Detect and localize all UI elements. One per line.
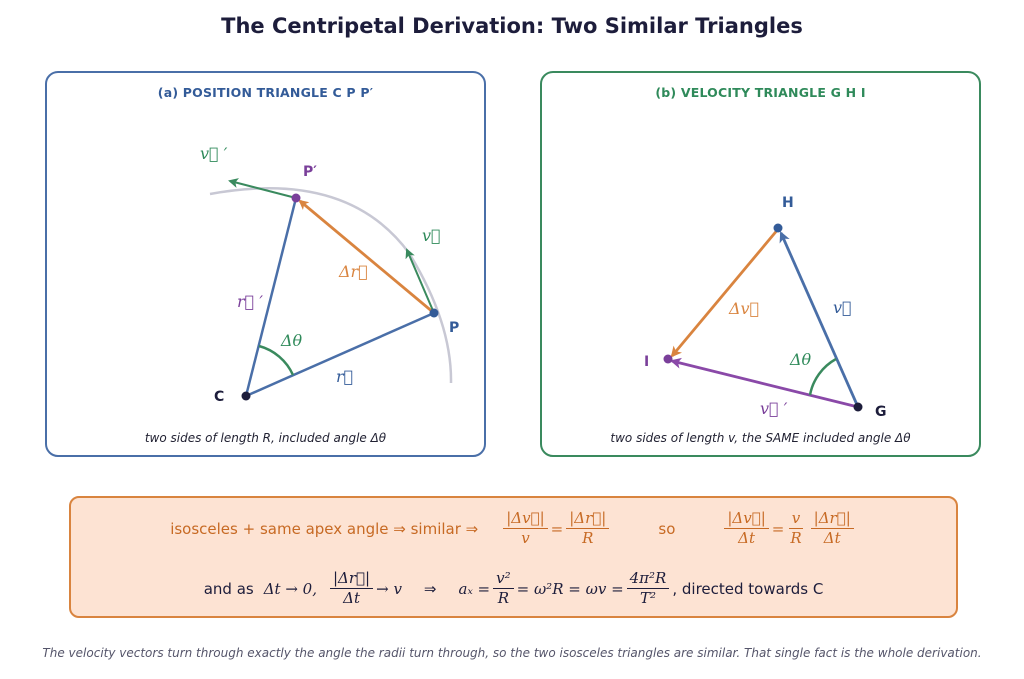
label-v: v⃗ [833,298,852,317]
and-as-text: and as [203,579,254,598]
label-delta-r: Δr⃗ [338,262,368,281]
summary-box: isosceles + same apex angle ⇒ similar ⇒ … [69,496,958,618]
point-p-prime [291,193,301,203]
label-p: P [449,320,459,336]
fraction-dv-over-v: |Δv⃗| v [503,510,548,547]
point-p [429,308,439,318]
ac-expression: aₓ = [458,579,491,598]
panel-b-caption: two sides of length v, the SAME included… [610,431,911,445]
velocity-v-vector [405,248,435,314]
summary-line-2: and as Δt → 0, |Δr⃗| Δt → v ⇒ aₓ = v² R … [71,570,956,607]
label-h: H [782,195,794,211]
position-triangle-diagram: C P P′ r⃗ r⃗ ′ Δr⃗ Δθ v⃗ v⃗ ′ [200,144,459,405]
label-v-prime: v⃗ ′ [200,144,228,163]
limit-expression: Δt → 0, [263,579,317,598]
label-delta-theta: Δθ [789,350,812,369]
fraction-dr-over-dt: |Δr⃗| Δt [810,510,854,547]
direction-text: , directed towards C [672,579,824,598]
label-c: C [214,389,224,405]
point-g [853,402,863,412]
label-r-prime: r⃗ ′ [237,292,263,311]
position-triangle-panel: (a) POSITION TRIANGLE C P P′ C P P′ r⃗ [45,71,486,457]
fraction-dv-over-dt: |Δv⃗| Δt [724,510,769,547]
label-r: r⃗ [336,367,353,386]
implies-sign: ⇒ [423,579,437,598]
label-v-prime: v⃗ ′ [760,399,788,418]
velocity-v-vector [779,231,860,408]
orbit-arc [209,187,453,384]
velocity-triangle-diagram: G H I v⃗ v⃗ ′ Δv⃗ Δθ [644,195,887,420]
summary-line-1: isosceles + same apex angle ⇒ similar ⇒ … [71,510,956,547]
panel-b-title: (b) VELOCITY TRIANGLE G H I [655,85,866,100]
fraction-limit: |Δr⃗| Δt [329,570,374,607]
fraction-period: 4π²R T² [626,570,670,607]
velocity-v-prime-vector [670,357,859,409]
so-word: so [658,519,676,538]
label-v: v⃗ [422,226,441,245]
label-g: G [875,404,887,420]
footer-note: The velocity vectors turn through exactl… [42,646,982,660]
panel-a-caption: two sides of length R, included angle Δθ [144,431,387,445]
angle-arc [808,357,837,396]
label-i: I [644,354,649,370]
equality-chain: = ω²R = ωv = [516,579,624,598]
equals-sign: = [550,519,564,538]
delta-r-vector [298,199,435,315]
delta-v-vector [670,227,781,358]
velocity-v-prime-vector [228,178,297,199]
point-i [663,354,673,364]
angle-arc [258,344,295,376]
point-c [241,391,251,401]
label-delta-v: Δv⃗ [728,299,759,318]
radius-r [245,311,435,398]
equals-sign-2: = [771,519,785,538]
tends-to-v: → v [376,579,402,598]
fraction-v-over-r: v R [788,509,804,547]
label-delta-theta: Δθ [280,331,303,350]
page-title: The Centripetal Derivation: Two Similar … [221,14,803,38]
fraction-v2-over-r: v² R [493,570,514,607]
label-p-prime: P′ [303,164,317,180]
panel-a-title: (a) POSITION TRIANGLE C P P′ [157,85,374,100]
velocity-triangle-panel: (b) VELOCITY TRIANGLE G H I G H I v [540,71,981,457]
point-h [773,223,783,233]
radius-r-prime [244,197,298,397]
fraction-dr-over-r: |Δr⃗| R [566,510,610,547]
similarity-statement: isosceles + same apex angle ⇒ similar ⇒ [170,519,479,538]
